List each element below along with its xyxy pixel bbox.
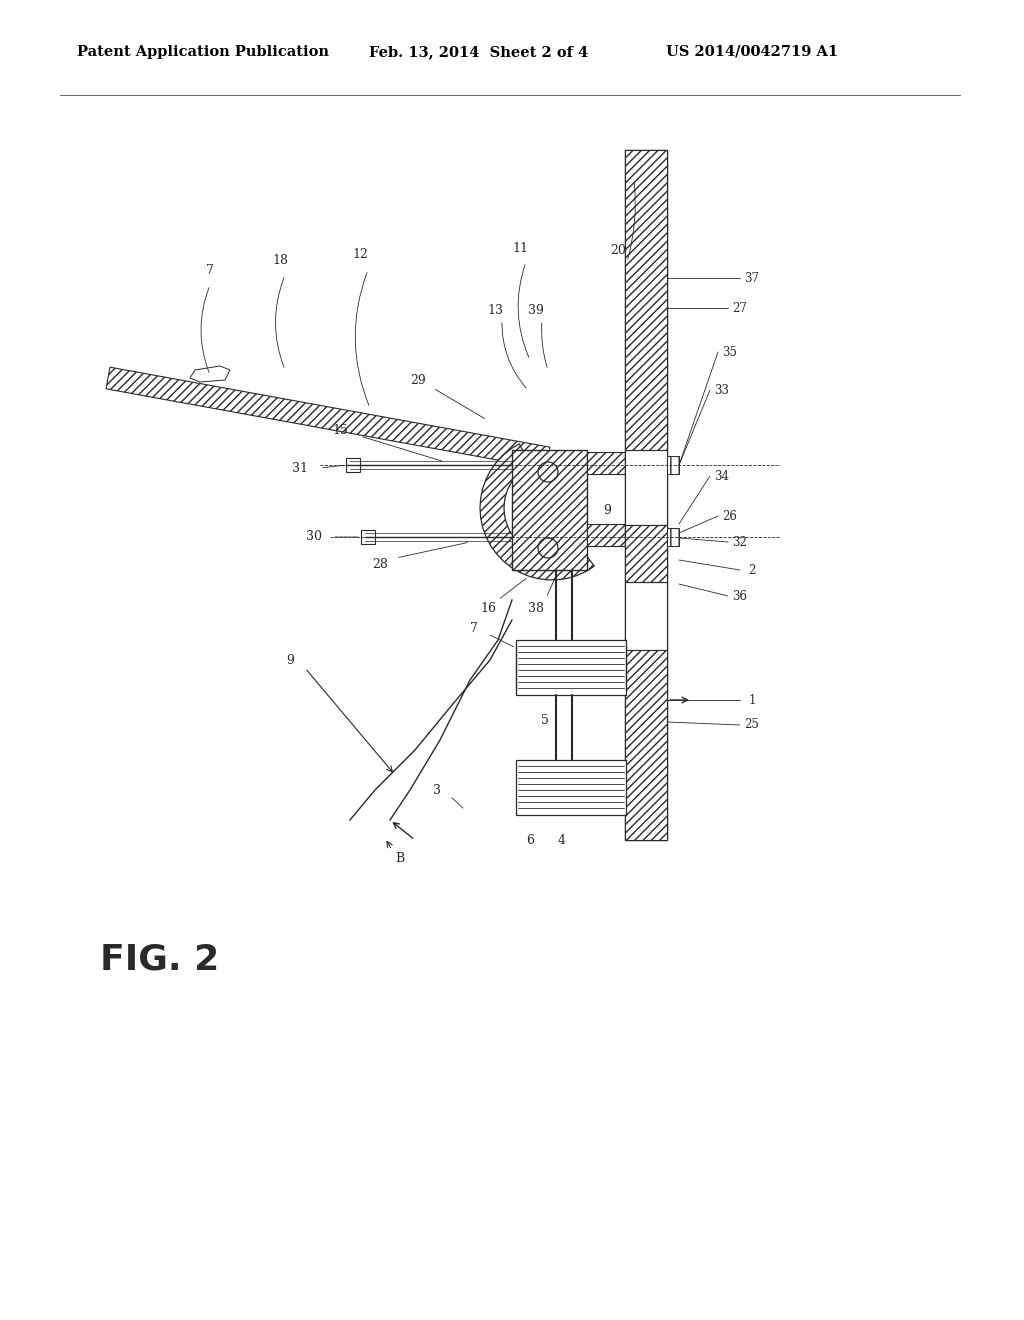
Text: 1: 1	[749, 693, 756, 706]
Text: 38: 38	[528, 602, 544, 615]
Text: 35: 35	[723, 346, 737, 359]
Polygon shape	[587, 524, 625, 546]
Text: 20: 20	[610, 243, 626, 256]
Text: 2: 2	[749, 564, 756, 577]
Text: 6: 6	[526, 833, 534, 846]
Polygon shape	[361, 531, 375, 544]
Text: 29: 29	[411, 374, 426, 387]
Polygon shape	[667, 528, 679, 546]
Text: 18: 18	[272, 253, 288, 267]
Text: Feb. 13, 2014  Sheet 2 of 4: Feb. 13, 2014 Sheet 2 of 4	[369, 45, 588, 59]
Text: 34: 34	[715, 470, 729, 483]
Bar	[516, 760, 626, 814]
Text: 7: 7	[206, 264, 214, 276]
Bar	[625, 450, 667, 525]
Text: 27: 27	[732, 301, 748, 314]
Text: Patent Application Publication: Patent Application Publication	[77, 45, 329, 59]
Polygon shape	[587, 451, 625, 474]
Polygon shape	[625, 150, 667, 840]
Text: 31: 31	[292, 462, 308, 474]
Text: 25: 25	[744, 718, 760, 731]
Polygon shape	[625, 150, 667, 450]
Text: 5: 5	[541, 714, 549, 726]
Text: 12: 12	[352, 248, 368, 261]
Text: 3: 3	[433, 784, 441, 796]
Bar	[516, 640, 626, 696]
Text: B: B	[395, 851, 404, 865]
Polygon shape	[667, 455, 679, 474]
Text: 30: 30	[306, 531, 322, 544]
Text: 11: 11	[512, 242, 528, 255]
Text: 16: 16	[480, 602, 496, 615]
Text: 9: 9	[603, 503, 611, 516]
Text: 7: 7	[470, 622, 478, 635]
Polygon shape	[625, 525, 667, 582]
Polygon shape	[346, 458, 360, 473]
Bar	[625, 582, 667, 649]
Text: 4: 4	[558, 833, 566, 846]
Text: US 2014/0042719 A1: US 2014/0042719 A1	[666, 45, 838, 59]
Text: 32: 32	[732, 536, 748, 549]
Polygon shape	[625, 649, 667, 840]
Polygon shape	[190, 366, 230, 381]
Text: FIG. 2: FIG. 2	[100, 942, 219, 977]
Polygon shape	[512, 450, 587, 570]
Polygon shape	[480, 444, 594, 579]
Text: 37: 37	[744, 272, 760, 285]
Text: 39: 39	[528, 304, 544, 317]
Text: 13: 13	[487, 304, 503, 317]
Text: 28: 28	[372, 558, 388, 572]
Text: 15: 15	[332, 424, 348, 437]
Text: 36: 36	[732, 590, 748, 602]
Text: 9: 9	[286, 653, 294, 667]
Polygon shape	[106, 367, 550, 469]
Text: 33: 33	[715, 384, 729, 396]
Text: 26: 26	[723, 510, 737, 523]
